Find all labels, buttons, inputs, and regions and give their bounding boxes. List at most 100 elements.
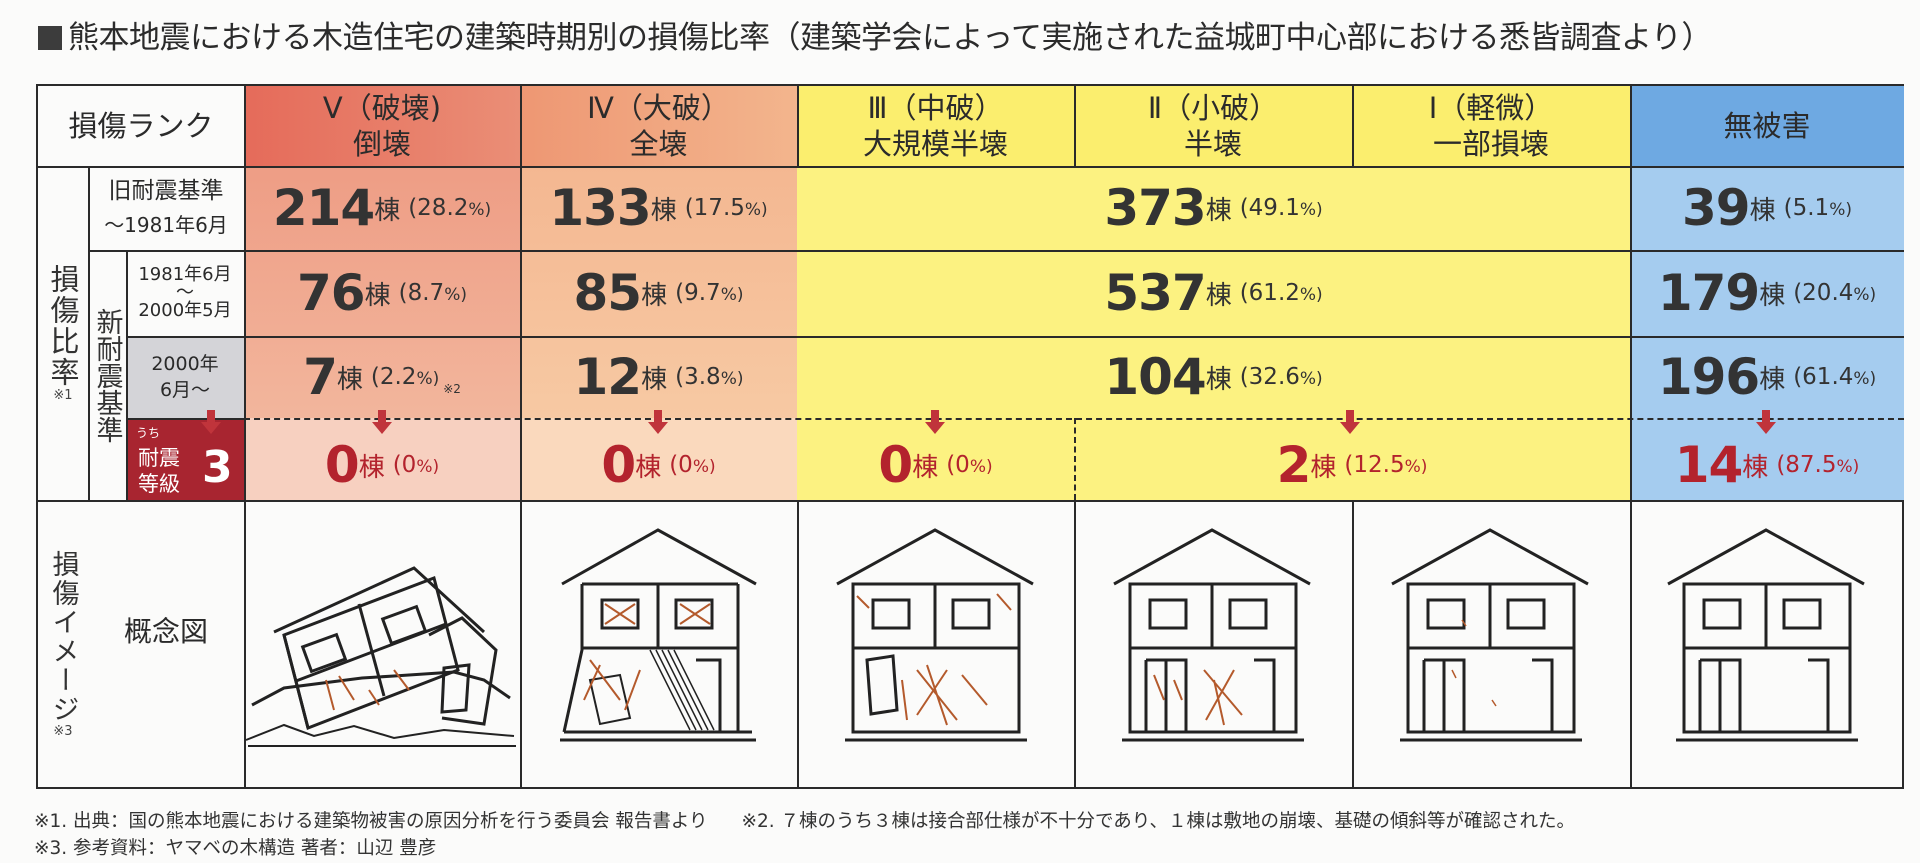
- header-rank2-top: Ⅱ（小破）: [1147, 91, 1279, 125]
- new-standard-text: 新耐震基準: [91, 307, 123, 443]
- header-rank4-bottom: 全壊: [629, 127, 688, 161]
- period-1981-label: 1981年6月 ～ 2000年5月: [126, 250, 244, 336]
- header-rank2-bottom: 半壊: [1183, 127, 1242, 161]
- old-standard-label1: 旧耐震基準: [108, 178, 224, 204]
- image-label-text: 損傷イメージ: [47, 550, 79, 724]
- grid-line: [88, 166, 90, 500]
- header-rank1-bottom: 一部損壊: [1432, 127, 1549, 161]
- page-title: 熊本地震における木造住宅の建築時期別の損傷比率（建築学会によって実施された益城町…: [38, 18, 1898, 58]
- header-rank4-top: Ⅳ（大破）: [587, 91, 730, 125]
- grid-line: [126, 336, 1904, 338]
- down-arrow-icon: [372, 410, 392, 434]
- grid-line: [126, 418, 244, 420]
- period-2000-label1: 2000年: [151, 353, 219, 375]
- grid-line: [797, 86, 799, 166]
- r2000-no-damage-value: 196 棟 (61.4%): [1657, 348, 1877, 406]
- image-label: 損傷イメージ ※3: [38, 500, 88, 789]
- grade3-rank4-value: 0 棟 (0%): [601, 436, 716, 494]
- note-2-marker: ※2: [443, 382, 461, 396]
- image-note: ※3: [53, 724, 73, 739]
- bg-header-iv: [520, 86, 797, 166]
- header-no-damage: 無被害: [1630, 86, 1904, 166]
- house-no-damage-illustration: [1667, 528, 1865, 742]
- down-arrow-icon: [648, 410, 668, 434]
- period-1981-label3: 2000年5月: [138, 300, 232, 321]
- r2000-rank4-value: 12 棟 (3.8%): [573, 348, 744, 406]
- grid-line: [1074, 500, 1076, 789]
- down-arrow-icon: [201, 410, 221, 434]
- grade3-label2: 等級: [138, 472, 180, 496]
- footnote-1: ※1. 出典：国の熊本地震における建築物被害の原因分析を行う委員会 報告書より: [34, 811, 708, 832]
- period-2000-label: 2000年 6月～: [126, 336, 244, 418]
- grade3-no-damage-value: 14 棟 (87.5%): [1674, 436, 1860, 494]
- grade3-label: うち 耐震 等級 3: [126, 418, 244, 500]
- grid-line: [38, 500, 1904, 502]
- header-rank3: Ⅲ（中破） 大規模半壊: [797, 86, 1074, 166]
- period-1981-label2: ～: [176, 282, 194, 303]
- down-arrow-icon: [1756, 410, 1776, 434]
- grid-line: [1352, 500, 1354, 789]
- ratio-note: ※1: [53, 387, 73, 403]
- grade3-rank3-value: 0 棟 (0%): [878, 436, 993, 494]
- grid-line: [126, 250, 128, 500]
- grade3-rank2-1-value: 2 棟 (12.5%): [1276, 436, 1428, 494]
- bg-header-v: [244, 86, 520, 166]
- bg-2000-label: [126, 336, 244, 418]
- header-rank4: Ⅳ（大破） 全壊: [520, 86, 797, 166]
- grid-line: [1352, 86, 1354, 166]
- house-moderate-damage-illustration: [836, 528, 1034, 742]
- r2000-rank5-value: 7 棟 (2.2%) ※2: [303, 348, 461, 406]
- old-rank3-1-value: 373 棟 (49.1%): [1104, 179, 1323, 237]
- header-rank3-top: Ⅲ（中破）: [867, 91, 1004, 125]
- grid-line: [520, 86, 522, 789]
- old-standard-label2: ～1981年6月: [104, 213, 228, 237]
- r1981-rank5-value: 76 棟 (8.7%): [297, 264, 467, 322]
- concept-label: 概念図: [123, 614, 208, 648]
- bg-grade3-label: [126, 418, 244, 500]
- old-rank5-value: 214 棟 (28.2%): [272, 179, 492, 237]
- footnote-3: ※3. 参考資料：ヤマベの木構造 著者：山辺 豊彦: [34, 838, 437, 859]
- header-rank5: Ⅴ（破壊) 倒壊: [244, 86, 520, 166]
- header-rank2: Ⅱ（小破） 半壊: [1074, 86, 1352, 166]
- house-major-damage-illustration: [560, 528, 757, 742]
- period-1981-label1: 1981年6月: [138, 264, 232, 285]
- new-standard-label: 新耐震基準: [88, 250, 126, 500]
- header-rank1-top: Ⅰ（軽微）: [1428, 91, 1554, 125]
- grade3-uchi: うち: [136, 426, 161, 440]
- house-minor-damage-illustration: [1113, 528, 1311, 742]
- grade3-label1: 耐震: [138, 446, 180, 470]
- old-no-damage-value: 39 棟 (5.1%): [1682, 179, 1852, 237]
- r1981-rank4-value: 85 棟 (9.7%): [573, 264, 744, 322]
- bg-yellow-body: [797, 166, 1630, 500]
- house-collapsed-illustration: [245, 566, 516, 747]
- grid-line: [797, 500, 799, 789]
- damage-ratio-table: 損傷ランク Ⅴ（破壊) 倒壊 Ⅳ（大破） 全壊 Ⅲ（中破） 大規模半壊 Ⅱ（小破） 半壊…: [36, 84, 1904, 789]
- title-text: 熊本地震における木造住宅の建築時期別の損傷比率（建築学会によって実施された益城町…: [68, 20, 1712, 56]
- header-rank5-bottom: 倒壊: [352, 127, 411, 161]
- bg-blue-body: [1630, 166, 1904, 500]
- ratio-label-text: 損傷比率: [46, 263, 80, 388]
- header-no-damage-label: 無被害: [1723, 109, 1811, 143]
- r1981-no-damage-value: 179 棟 (20.4%): [1657, 264, 1877, 322]
- grade3-rank5-value: 0 棟 (0%): [324, 436, 440, 494]
- grid-line: [1630, 86, 1632, 789]
- grid-line: [38, 166, 1904, 168]
- header-rank1: Ⅰ（軽微） 一部損壊: [1352, 86, 1630, 166]
- r1981-rank3-1-value: 537 棟 (61.2%): [1104, 264, 1323, 322]
- ratio-label: 損傷比率 ※1: [38, 166, 88, 500]
- grid-line: [88, 250, 1904, 252]
- square-bullet-icon: [38, 26, 62, 50]
- footnote-1-2: ※1. 出典：国の熊本地震における建築物被害の原因分析を行う委員会 報告書より …: [34, 807, 1575, 833]
- house-slight-damage-illustration: [1391, 528, 1589, 742]
- dashed-line: [1074, 418, 1076, 500]
- bg-header-none: [1630, 86, 1904, 166]
- rank-label: 損傷ランク: [68, 109, 214, 143]
- r2000-rank3-1-value: 104 棟 (32.6%): [1104, 348, 1323, 406]
- grade3-number: 3: [202, 442, 233, 493]
- footnote-2: ※2. ７棟のうち３棟は接合部仕様が不十分であり、１棟は敷地の崩壊、基礎の傾斜等…: [741, 811, 1576, 832]
- old-standard-label: 旧耐震基準 ～1981年6月: [88, 166, 244, 250]
- grid-line: [1074, 86, 1076, 166]
- down-arrow-icon: [925, 410, 945, 434]
- old-rank4-value: 133 棟 (17.5%): [549, 179, 768, 237]
- down-arrow-icon: [1340, 410, 1360, 434]
